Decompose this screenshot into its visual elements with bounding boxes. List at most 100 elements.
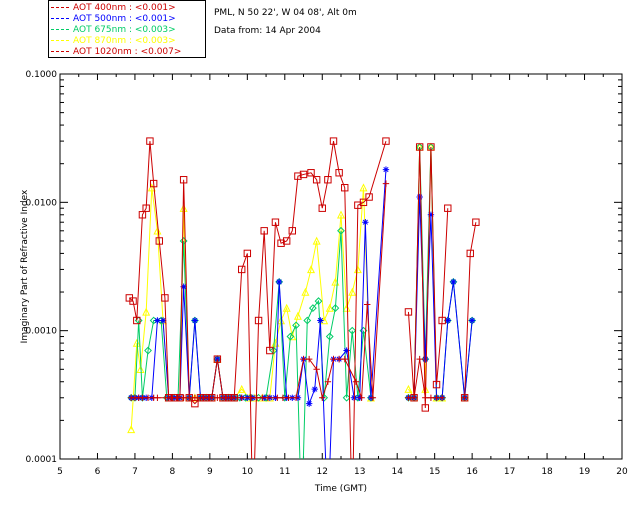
point-aot-1020nm-0-007 bbox=[365, 193, 373, 201]
point-aot-400nm-0-001 bbox=[427, 394, 435, 401]
point-aot-870nm-0-003 bbox=[325, 303, 334, 312]
legend-swatch bbox=[51, 29, 69, 30]
point-aot-400nm-0-001 bbox=[433, 394, 440, 401]
point-aot-675nm-0-003 bbox=[303, 316, 312, 325]
point-aot-870nm-0-003 bbox=[312, 236, 321, 245]
point-aot-400nm-0-001 bbox=[274, 394, 281, 401]
x-tick-label: 16 bbox=[466, 467, 478, 477]
point-aot-1020nm-0-007 bbox=[421, 404, 430, 412]
point-aot-400nm-0-001 bbox=[259, 394, 266, 401]
point-aot-1020nm-0-007 bbox=[191, 399, 199, 408]
point-aot-870nm-0-003 bbox=[342, 303, 351, 312]
point-aot-400nm-0-001 bbox=[139, 394, 146, 401]
point-aot-870nm-0-003 bbox=[127, 425, 136, 434]
point-aot-1020nm-0-007 bbox=[460, 394, 469, 402]
x-tick-label: 19 bbox=[579, 467, 591, 477]
point-aot-675nm-0-003 bbox=[308, 304, 317, 312]
point-aot-1020nm-0-007 bbox=[341, 184, 349, 192]
x-tick-label: 5 bbox=[57, 467, 63, 477]
legend-swatch bbox=[51, 51, 69, 52]
point-aot-500nm-0-001 bbox=[311, 385, 318, 393]
point-aot-870nm-0-003 bbox=[136, 364, 145, 373]
point-aot-1020nm-0-007 bbox=[185, 394, 193, 402]
point-aot-870nm-0-003 bbox=[293, 311, 302, 320]
legend-label: AOT 1020nm : <0.007> bbox=[73, 47, 182, 57]
point-aot-500nm-0-001 bbox=[468, 317, 476, 324]
point-aot-1020nm-0-007 bbox=[307, 169, 315, 177]
point-aot-1020nm-0-007 bbox=[260, 227, 268, 235]
point-aot-400nm-0-001 bbox=[416, 355, 423, 363]
point-aot-1020nm-0-007 bbox=[335, 169, 343, 177]
legend-swatch bbox=[51, 7, 69, 8]
point-aot-500nm-0-001 bbox=[422, 355, 429, 363]
series-line-aot-1020nm-0-007 bbox=[128, 140, 477, 459]
point-aot-675nm-0-003 bbox=[337, 226, 345, 235]
y-tick-label: 0.1000 bbox=[26, 70, 58, 80]
point-aot-675nm-0-003 bbox=[269, 346, 278, 355]
point-aot-1020nm-0-007 bbox=[432, 380, 441, 389]
x-tick-label: 17 bbox=[504, 467, 515, 477]
x-tick-label: 15 bbox=[429, 467, 440, 477]
legend-item-870nm: AOT 870nm : <0.003> bbox=[51, 36, 176, 47]
point-aot-400nm-0-001 bbox=[238, 394, 245, 401]
point-aot-1020nm-0-007 bbox=[382, 137, 390, 145]
point-aot-400nm-0-001 bbox=[292, 394, 300, 401]
point-aot-675nm-0-003 bbox=[314, 297, 323, 305]
point-aot-1020nm-0-007 bbox=[176, 394, 184, 402]
point-aot-1020nm-0-007 bbox=[254, 316, 263, 325]
legend-label: AOT 870nm : <0.003> bbox=[73, 36, 176, 46]
legend-item-1020nm: AOT 1020nm : <0.007> bbox=[51, 47, 181, 58]
point-aot-1020nm-0-007 bbox=[329, 137, 338, 145]
point-aot-1020nm-0-007 bbox=[219, 394, 227, 402]
point-aot-675nm-0-003 bbox=[179, 237, 188, 245]
site-info: PML, N 50 22', W 04 08', Alt 0m bbox=[214, 8, 357, 18]
point-aot-870nm-0-003 bbox=[404, 384, 413, 393]
point-aot-1020nm-0-007 bbox=[164, 394, 173, 402]
point-aot-1020nm-0-007 bbox=[410, 394, 418, 402]
point-aot-500nm-0-001 bbox=[159, 317, 167, 324]
point-aot-400nm-0-001 bbox=[264, 394, 272, 401]
y-axis-title: Imaginary Part of Refractive Index bbox=[20, 189, 30, 343]
legend-label: AOT 500nm : <0.001> bbox=[73, 14, 176, 24]
point-aot-870nm-0-003 bbox=[142, 307, 151, 316]
point-aot-400nm-0-001 bbox=[341, 355, 348, 363]
point-aot-500nm-0-001 bbox=[154, 317, 161, 324]
point-aot-870nm-0-003 bbox=[237, 384, 246, 393]
point-aot-675nm-0-003 bbox=[348, 326, 357, 335]
point-aot-1020nm-0-007 bbox=[294, 172, 302, 180]
point-aot-1020nm-0-007 bbox=[230, 394, 238, 402]
point-aot-675nm-0-003 bbox=[342, 393, 351, 402]
x-tick-label: 18 bbox=[541, 467, 553, 477]
point-aot-1020nm-0-007 bbox=[324, 176, 332, 184]
legend-item-675nm: AOT 675nm : <0.003> bbox=[51, 25, 176, 36]
date-info: Data from: 14 Apr 2004 bbox=[214, 26, 321, 36]
point-aot-1020nm-0-007 bbox=[146, 137, 154, 145]
x-tick-label: 12 bbox=[317, 467, 328, 477]
point-aot-500nm-0-001 bbox=[416, 193, 423, 201]
point-aot-400nm-0-001 bbox=[144, 394, 152, 401]
plot-frame bbox=[59, 73, 623, 460]
y-tick-label: 0.0001 bbox=[26, 455, 58, 465]
point-aot-1020nm-0-007 bbox=[444, 204, 452, 212]
point-aot-500nm-0-001 bbox=[343, 347, 350, 354]
point-aot-1020nm-0-007 bbox=[213, 355, 222, 363]
point-aot-1020nm-0-007 bbox=[202, 394, 210, 402]
point-aot-400nm-0-001 bbox=[279, 394, 287, 401]
point-aot-400nm-0-001 bbox=[319, 394, 326, 401]
point-aot-400nm-0-001 bbox=[324, 378, 332, 385]
point-aot-500nm-0-001 bbox=[275, 278, 283, 286]
plot-area bbox=[125, 137, 480, 459]
point-aot-870nm-0-003 bbox=[336, 210, 346, 219]
point-aot-870nm-0-003 bbox=[179, 203, 188, 212]
point-aot-1020nm-0-007 bbox=[404, 308, 413, 316]
x-tick-label: 8 bbox=[170, 467, 176, 477]
point-aot-500nm-0-001 bbox=[180, 283, 187, 290]
point-aot-1020nm-0-007 bbox=[155, 237, 163, 245]
point-aot-870nm-0-003 bbox=[307, 265, 316, 274]
point-aot-1020nm-0-007 bbox=[359, 198, 368, 207]
point-aot-1020nm-0-007 bbox=[472, 218, 480, 226]
point-aot-870nm-0-003 bbox=[282, 303, 291, 312]
point-aot-500nm-0-001 bbox=[317, 317, 324, 324]
legend-item-500nm: AOT 500nm : <0.001> bbox=[51, 14, 176, 25]
